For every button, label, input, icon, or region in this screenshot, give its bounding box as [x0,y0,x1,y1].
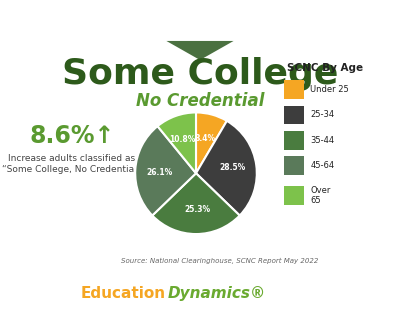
FancyBboxPatch shape [284,106,304,124]
Text: 25.3%: 25.3% [184,205,210,214]
FancyBboxPatch shape [284,131,304,150]
Wedge shape [135,126,196,215]
Text: SCNC By Age: SCNC By Age [287,63,364,73]
Text: Source: National Clearinghouse, SCNC Report May 2022: Source: National Clearinghouse, SCNC Rep… [121,258,319,265]
Wedge shape [158,112,196,173]
FancyBboxPatch shape [284,80,304,99]
Text: Key Demographic: Key Demographic [142,14,258,27]
Text: 25-34: 25-34 [310,111,335,119]
Wedge shape [152,173,240,234]
Text: Education: Education [81,286,166,301]
FancyBboxPatch shape [284,186,304,205]
Text: “Some College, No Credential”: “Some College, No Credential” [2,165,142,175]
Text: 8.6%↑: 8.6%↑ [29,124,115,148]
Text: Under 25: Under 25 [310,85,349,94]
Wedge shape [196,112,227,173]
Text: 8.4%: 8.4% [195,134,216,142]
Text: 35-44: 35-44 [310,136,335,145]
Text: 26.1%: 26.1% [146,168,173,177]
Text: No Credential: No Credential [136,92,264,110]
Text: Some College: Some College [62,57,338,91]
Text: Increase adults classified as: Increase adults classified as [8,154,136,163]
Text: Over
65: Over 65 [310,186,331,205]
Polygon shape [166,41,234,60]
FancyBboxPatch shape [284,156,304,175]
Text: 10.8%: 10.8% [169,135,195,144]
Text: 28.5%: 28.5% [219,163,245,172]
Text: Dynamics®: Dynamics® [168,286,266,301]
Text: 45-64: 45-64 [310,161,335,170]
Wedge shape [196,121,257,215]
